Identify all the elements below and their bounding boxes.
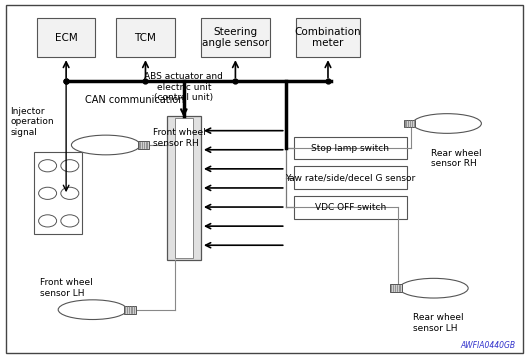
Text: Injector
operation
signal: Injector operation signal bbox=[11, 107, 54, 137]
FancyBboxPatch shape bbox=[138, 141, 149, 149]
Circle shape bbox=[61, 215, 79, 227]
Text: CAN communication: CAN communication bbox=[85, 95, 184, 105]
Text: Steering
angle sensor: Steering angle sensor bbox=[202, 27, 269, 48]
Text: ECM: ECM bbox=[54, 33, 78, 43]
FancyBboxPatch shape bbox=[296, 18, 360, 57]
FancyBboxPatch shape bbox=[34, 152, 82, 234]
Circle shape bbox=[39, 215, 57, 227]
FancyBboxPatch shape bbox=[175, 118, 193, 258]
Circle shape bbox=[61, 160, 79, 172]
Text: VDC OFF switch: VDC OFF switch bbox=[315, 203, 386, 212]
Text: Combination
meter: Combination meter bbox=[295, 27, 361, 48]
FancyBboxPatch shape bbox=[404, 120, 415, 127]
FancyBboxPatch shape bbox=[124, 306, 136, 314]
Circle shape bbox=[39, 160, 57, 172]
Circle shape bbox=[39, 187, 57, 199]
FancyBboxPatch shape bbox=[116, 18, 175, 57]
Text: TCM: TCM bbox=[134, 33, 157, 43]
Text: ABS actuator and
electric unit
(control unit): ABS actuator and electric unit (control … bbox=[144, 72, 223, 102]
Text: Front wheel
sensor LH: Front wheel sensor LH bbox=[40, 279, 93, 298]
Text: Rear wheel
sensor RH: Rear wheel sensor RH bbox=[431, 149, 482, 168]
FancyBboxPatch shape bbox=[37, 18, 95, 57]
FancyBboxPatch shape bbox=[6, 5, 523, 353]
Circle shape bbox=[61, 187, 79, 199]
FancyBboxPatch shape bbox=[201, 18, 270, 57]
FancyBboxPatch shape bbox=[167, 116, 201, 260]
Text: Rear wheel
sensor LH: Rear wheel sensor LH bbox=[413, 313, 463, 333]
Text: Stop lamp switch: Stop lamp switch bbox=[312, 144, 389, 153]
FancyBboxPatch shape bbox=[294, 166, 407, 189]
FancyBboxPatch shape bbox=[294, 196, 407, 219]
FancyBboxPatch shape bbox=[390, 284, 402, 292]
Ellipse shape bbox=[399, 279, 468, 298]
Ellipse shape bbox=[58, 300, 127, 319]
FancyBboxPatch shape bbox=[294, 137, 407, 159]
Ellipse shape bbox=[71, 135, 140, 155]
Ellipse shape bbox=[413, 113, 481, 133]
Text: AWFIA0440GB: AWFIA0440GB bbox=[461, 341, 516, 350]
Text: Front wheel
sensor RH: Front wheel sensor RH bbox=[153, 128, 206, 147]
Text: Yaw rate/side/decel G sensor: Yaw rate/side/decel G sensor bbox=[285, 173, 416, 182]
